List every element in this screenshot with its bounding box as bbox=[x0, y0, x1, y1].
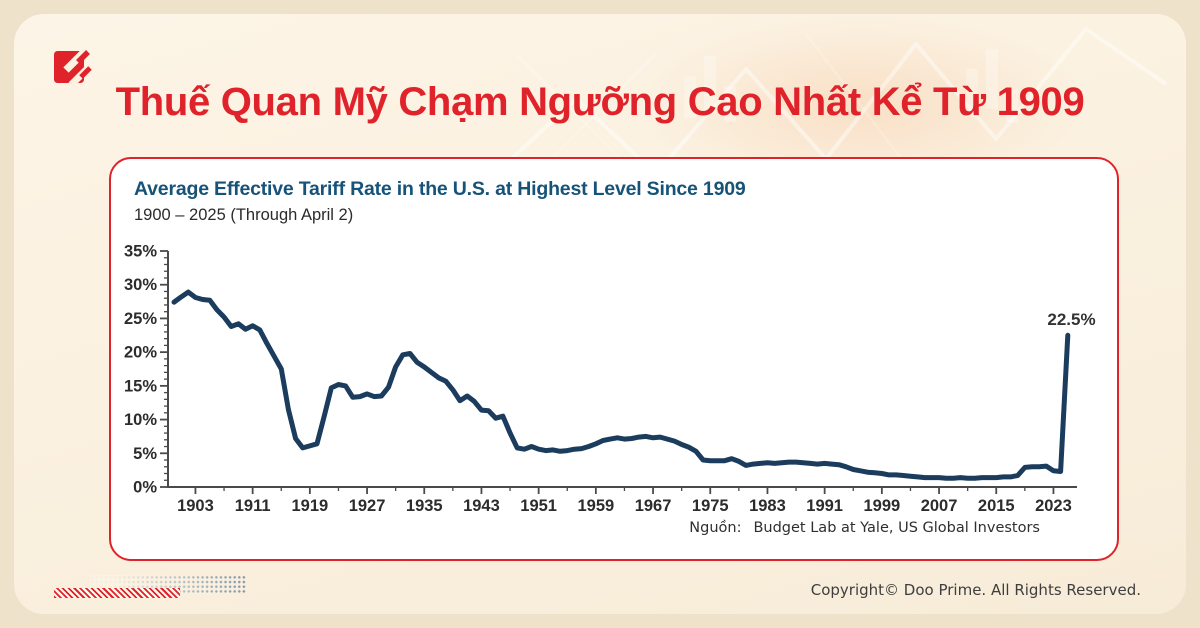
y-axis-label: 10% bbox=[124, 411, 157, 429]
x-axis-label: 1999 bbox=[863, 497, 900, 515]
chart-subtitle: 1900 – 2025 (Through April 2) bbox=[134, 206, 354, 224]
x-axis-label: 1935 bbox=[406, 497, 443, 515]
page-title: Thuế Quan Mỹ Chạm Ngưỡng Cao Nhất Kể Từ … bbox=[115, 80, 1085, 124]
x-axis-label: 2007 bbox=[921, 497, 958, 515]
tariff-rate-line bbox=[171, 289, 1071, 481]
chart-source: Nguồn: Budget Lab at Yale, US Global Inve… bbox=[689, 520, 1040, 536]
x-axis-label: 1967 bbox=[635, 497, 672, 515]
tariff-line-chart: 0% 5% 10% 15% 20% 25% 30% 35% 1903 1911 1919 1927 19… bbox=[124, 243, 1077, 515]
y-axis-label: 30% bbox=[124, 276, 157, 294]
x-axis-label: 1911 bbox=[235, 497, 271, 515]
x-axis-label: 1951 bbox=[520, 497, 557, 515]
x-axis-label: 2015 bbox=[978, 497, 1015, 515]
chart-card: Average Effective Tariff Rate in the U.S… bbox=[109, 157, 1119, 561]
chart-axes bbox=[167, 251, 1077, 488]
watermark-candlesticks bbox=[684, 49, 1018, 123]
source-label: Nguồn: bbox=[689, 520, 742, 536]
y-axis-label: 15% bbox=[124, 377, 157, 395]
x-axis-label: 1943 bbox=[463, 497, 500, 515]
chart-title: Average Effective Tariff Rate in the U.S… bbox=[134, 178, 746, 200]
peak-value-annotation: 22.5% bbox=[1047, 310, 1096, 329]
main-panel: Thuế Quan Mỹ Chạm Ngưỡng Cao Nhất Kể Từ … bbox=[14, 14, 1186, 614]
y-axis-label: 5% bbox=[133, 445, 157, 463]
copyright-text: Copyright© Doo Prime. All Rights Reserve… bbox=[810, 581, 1141, 599]
striped-bar-decoration bbox=[54, 588, 180, 598]
doo-prime-logo bbox=[54, 48, 92, 88]
x-axis-label: 2023 bbox=[1035, 497, 1072, 515]
x-axis-label: 1927 bbox=[349, 497, 386, 515]
y-axis-label: 25% bbox=[124, 310, 157, 328]
x-axis-label: 1959 bbox=[577, 497, 614, 515]
x-axis-label: 1975 bbox=[692, 497, 729, 515]
y-axis-label: 35% bbox=[124, 243, 157, 261]
x-axis-label: 1919 bbox=[291, 497, 328, 515]
x-axis-label: 1983 bbox=[749, 497, 786, 515]
y-axis-label: 20% bbox=[124, 344, 157, 362]
source-text: Budget Lab at Yale, US Global Investors bbox=[753, 520, 1040, 536]
x-axis-label: 1903 bbox=[177, 497, 214, 515]
x-axis-label: 1991 bbox=[806, 497, 843, 515]
y-axis-label: 0% bbox=[133, 479, 157, 497]
